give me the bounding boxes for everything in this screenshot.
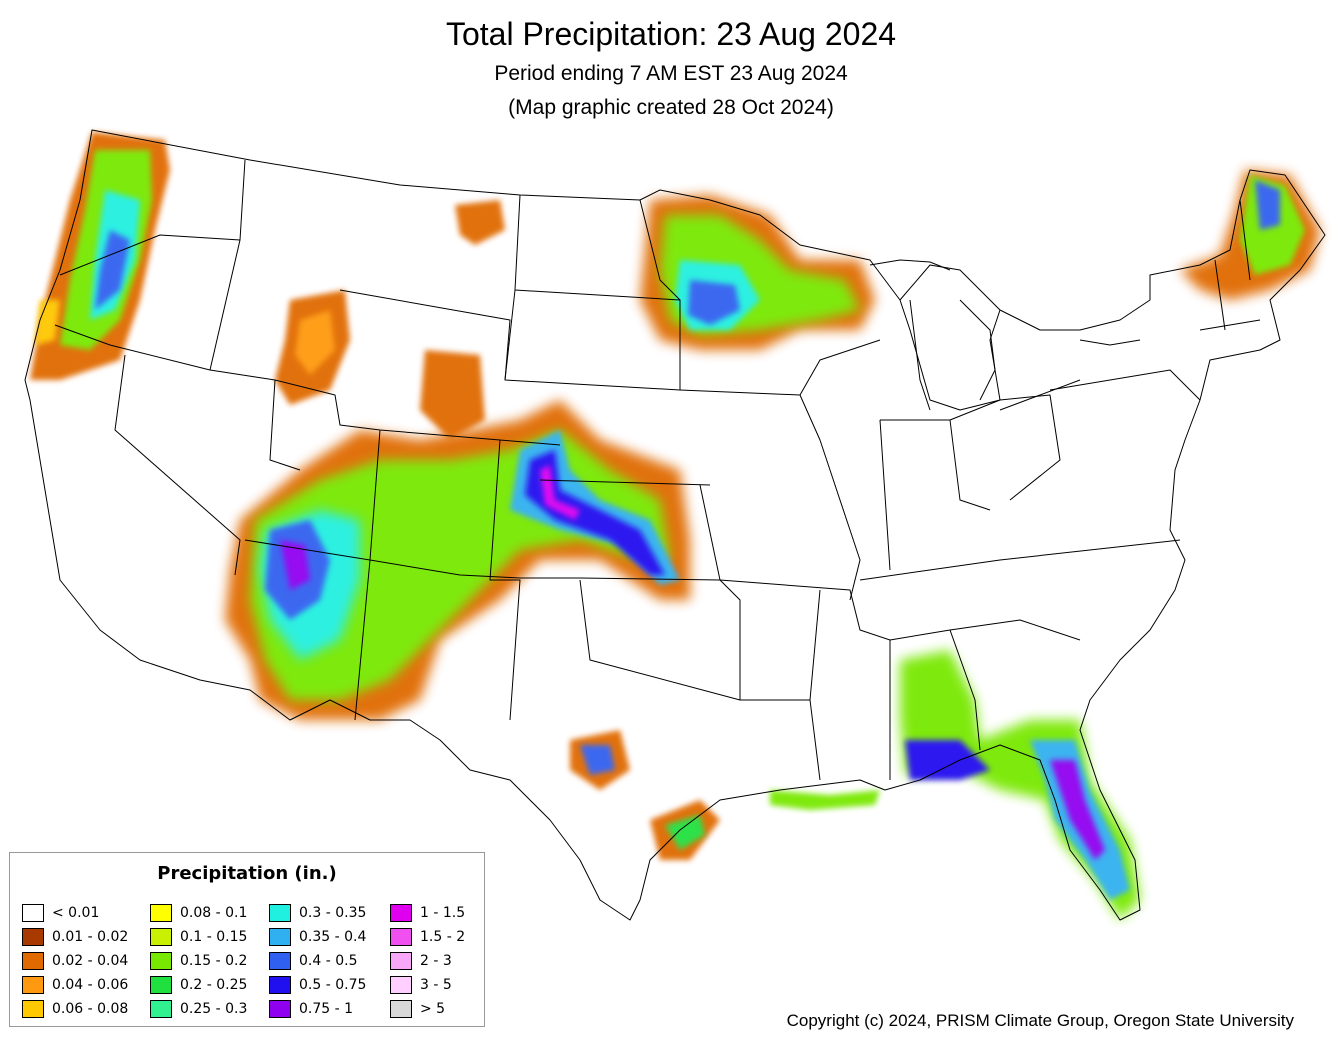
legend-label: 0.06 - 0.08: [52, 1001, 129, 1017]
legend-label: 0.3 - 0.35: [299, 905, 367, 921]
legend-item: 0.15 - 0.2: [150, 951, 247, 971]
legend-item: < 0.01: [22, 903, 99, 923]
legend-label: 3 - 5: [420, 977, 452, 993]
copyright-text: Copyright (c) 2024, PRISM Climate Group,…: [786, 1011, 1294, 1030]
legend-label: 1 - 1.5: [420, 905, 466, 921]
legend-swatch: [22, 928, 44, 946]
legend-item: 0.5 - 0.75: [269, 975, 366, 995]
precip-gulf-coast: [570, 730, 880, 860]
legend-label: 0.35 - 0.4: [299, 929, 367, 945]
legend-label: 0.04 - 0.06: [52, 977, 129, 993]
legend-item: 0.3 - 0.35: [269, 903, 366, 923]
legend-item: 2 - 3: [390, 951, 452, 971]
legend-item: 3 - 5: [390, 975, 452, 995]
legend-item: 1 - 1.5: [390, 903, 465, 923]
legend-swatch: [150, 1000, 172, 1018]
legend-item: 0.1 - 0.15: [150, 927, 247, 947]
legend-label: 0.5 - 0.75: [299, 977, 367, 993]
map-title: Total Precipitation: 23 Aug 2024: [445, 16, 897, 52]
legend-swatch: [22, 904, 44, 922]
legend-swatch: [269, 1000, 291, 1018]
precip-areas: [30, 132, 1320, 920]
legend-item: 0.02 - 0.04: [22, 951, 128, 971]
legend-swatch: [269, 904, 291, 922]
legend-label: < 0.01: [52, 905, 100, 921]
precip-upper-midwest: [640, 195, 875, 350]
legend-item: 0.25 - 0.3: [150, 999, 247, 1019]
legend-label: 0.08 - 0.1: [180, 905, 248, 921]
legend-swatch: [390, 976, 412, 994]
legend-label: 0.1 - 0.15: [180, 929, 248, 945]
legend-swatch: [269, 952, 291, 970]
legend-swatch: [390, 952, 412, 970]
legend-item: 0.08 - 0.1: [150, 903, 247, 923]
legend-swatch: [390, 1000, 412, 1018]
legend-item: 0.75 - 1: [269, 999, 353, 1019]
legend-item: > 5: [390, 999, 445, 1019]
legend-swatch: [150, 952, 172, 970]
legend-label: 0.25 - 0.3: [180, 1001, 248, 1017]
legend-label: 1.5 - 2: [420, 929, 466, 945]
legend-item: 0.2 - 0.25: [150, 975, 247, 995]
legend-swatch: [22, 1000, 44, 1018]
precip-idaho-wyoming: [275, 200, 505, 440]
legend-label: > 5: [420, 1001, 446, 1017]
legend-swatch: [150, 976, 172, 994]
precip-pacific-northwest: [30, 132, 170, 380]
legend-swatch: [150, 928, 172, 946]
legend-swatch: [22, 952, 44, 970]
legend-label: 0.02 - 0.04: [52, 953, 129, 969]
legend-label: 2 - 3: [420, 953, 452, 969]
legend-item: 0.4 - 0.5: [269, 951, 357, 971]
legend-swatch: [269, 976, 291, 994]
legend-swatch: [269, 928, 291, 946]
legend-item: 0.06 - 0.08: [22, 999, 128, 1019]
legend-swatch: [22, 976, 44, 994]
legend-swatch: [390, 904, 412, 922]
legend-label: 0.75 - 1: [299, 1001, 354, 1017]
legend-item: 0.04 - 0.06: [22, 975, 128, 995]
precip-new-england: [1180, 170, 1320, 300]
map-subtitle: Period ending 7 AM EST 23 Aug 2024: [494, 62, 848, 85]
legend-title: Precipitation (in.): [157, 863, 337, 884]
precip-southeast: [900, 650, 1140, 920]
legend: Precipitation (in.) < 0.01 0.01 - 0.02 0.0…: [9, 852, 485, 1027]
legend-item: 0.35 - 0.4: [269, 927, 366, 947]
state-boundaries: [24, 129, 1326, 921]
precip-southwest: [225, 400, 690, 720]
legend-label: 0.2 - 0.25: [180, 977, 248, 993]
legend-item: 0.01 - 0.02: [22, 927, 128, 947]
legend-swatch: [390, 928, 412, 946]
legend-label: 0.01 - 0.02: [52, 929, 129, 945]
legend-label: 0.4 - 0.5: [299, 953, 358, 969]
legend-item: 1.5 - 2: [390, 927, 465, 947]
legend-label: 0.15 - 0.2: [180, 953, 248, 969]
great-lakes: [869, 259, 1141, 411]
legend-swatch: [150, 904, 172, 922]
us-outline: [24, 129, 1326, 921]
map-created-note: (Map graphic created 28 Oct 2024): [508, 96, 834, 119]
